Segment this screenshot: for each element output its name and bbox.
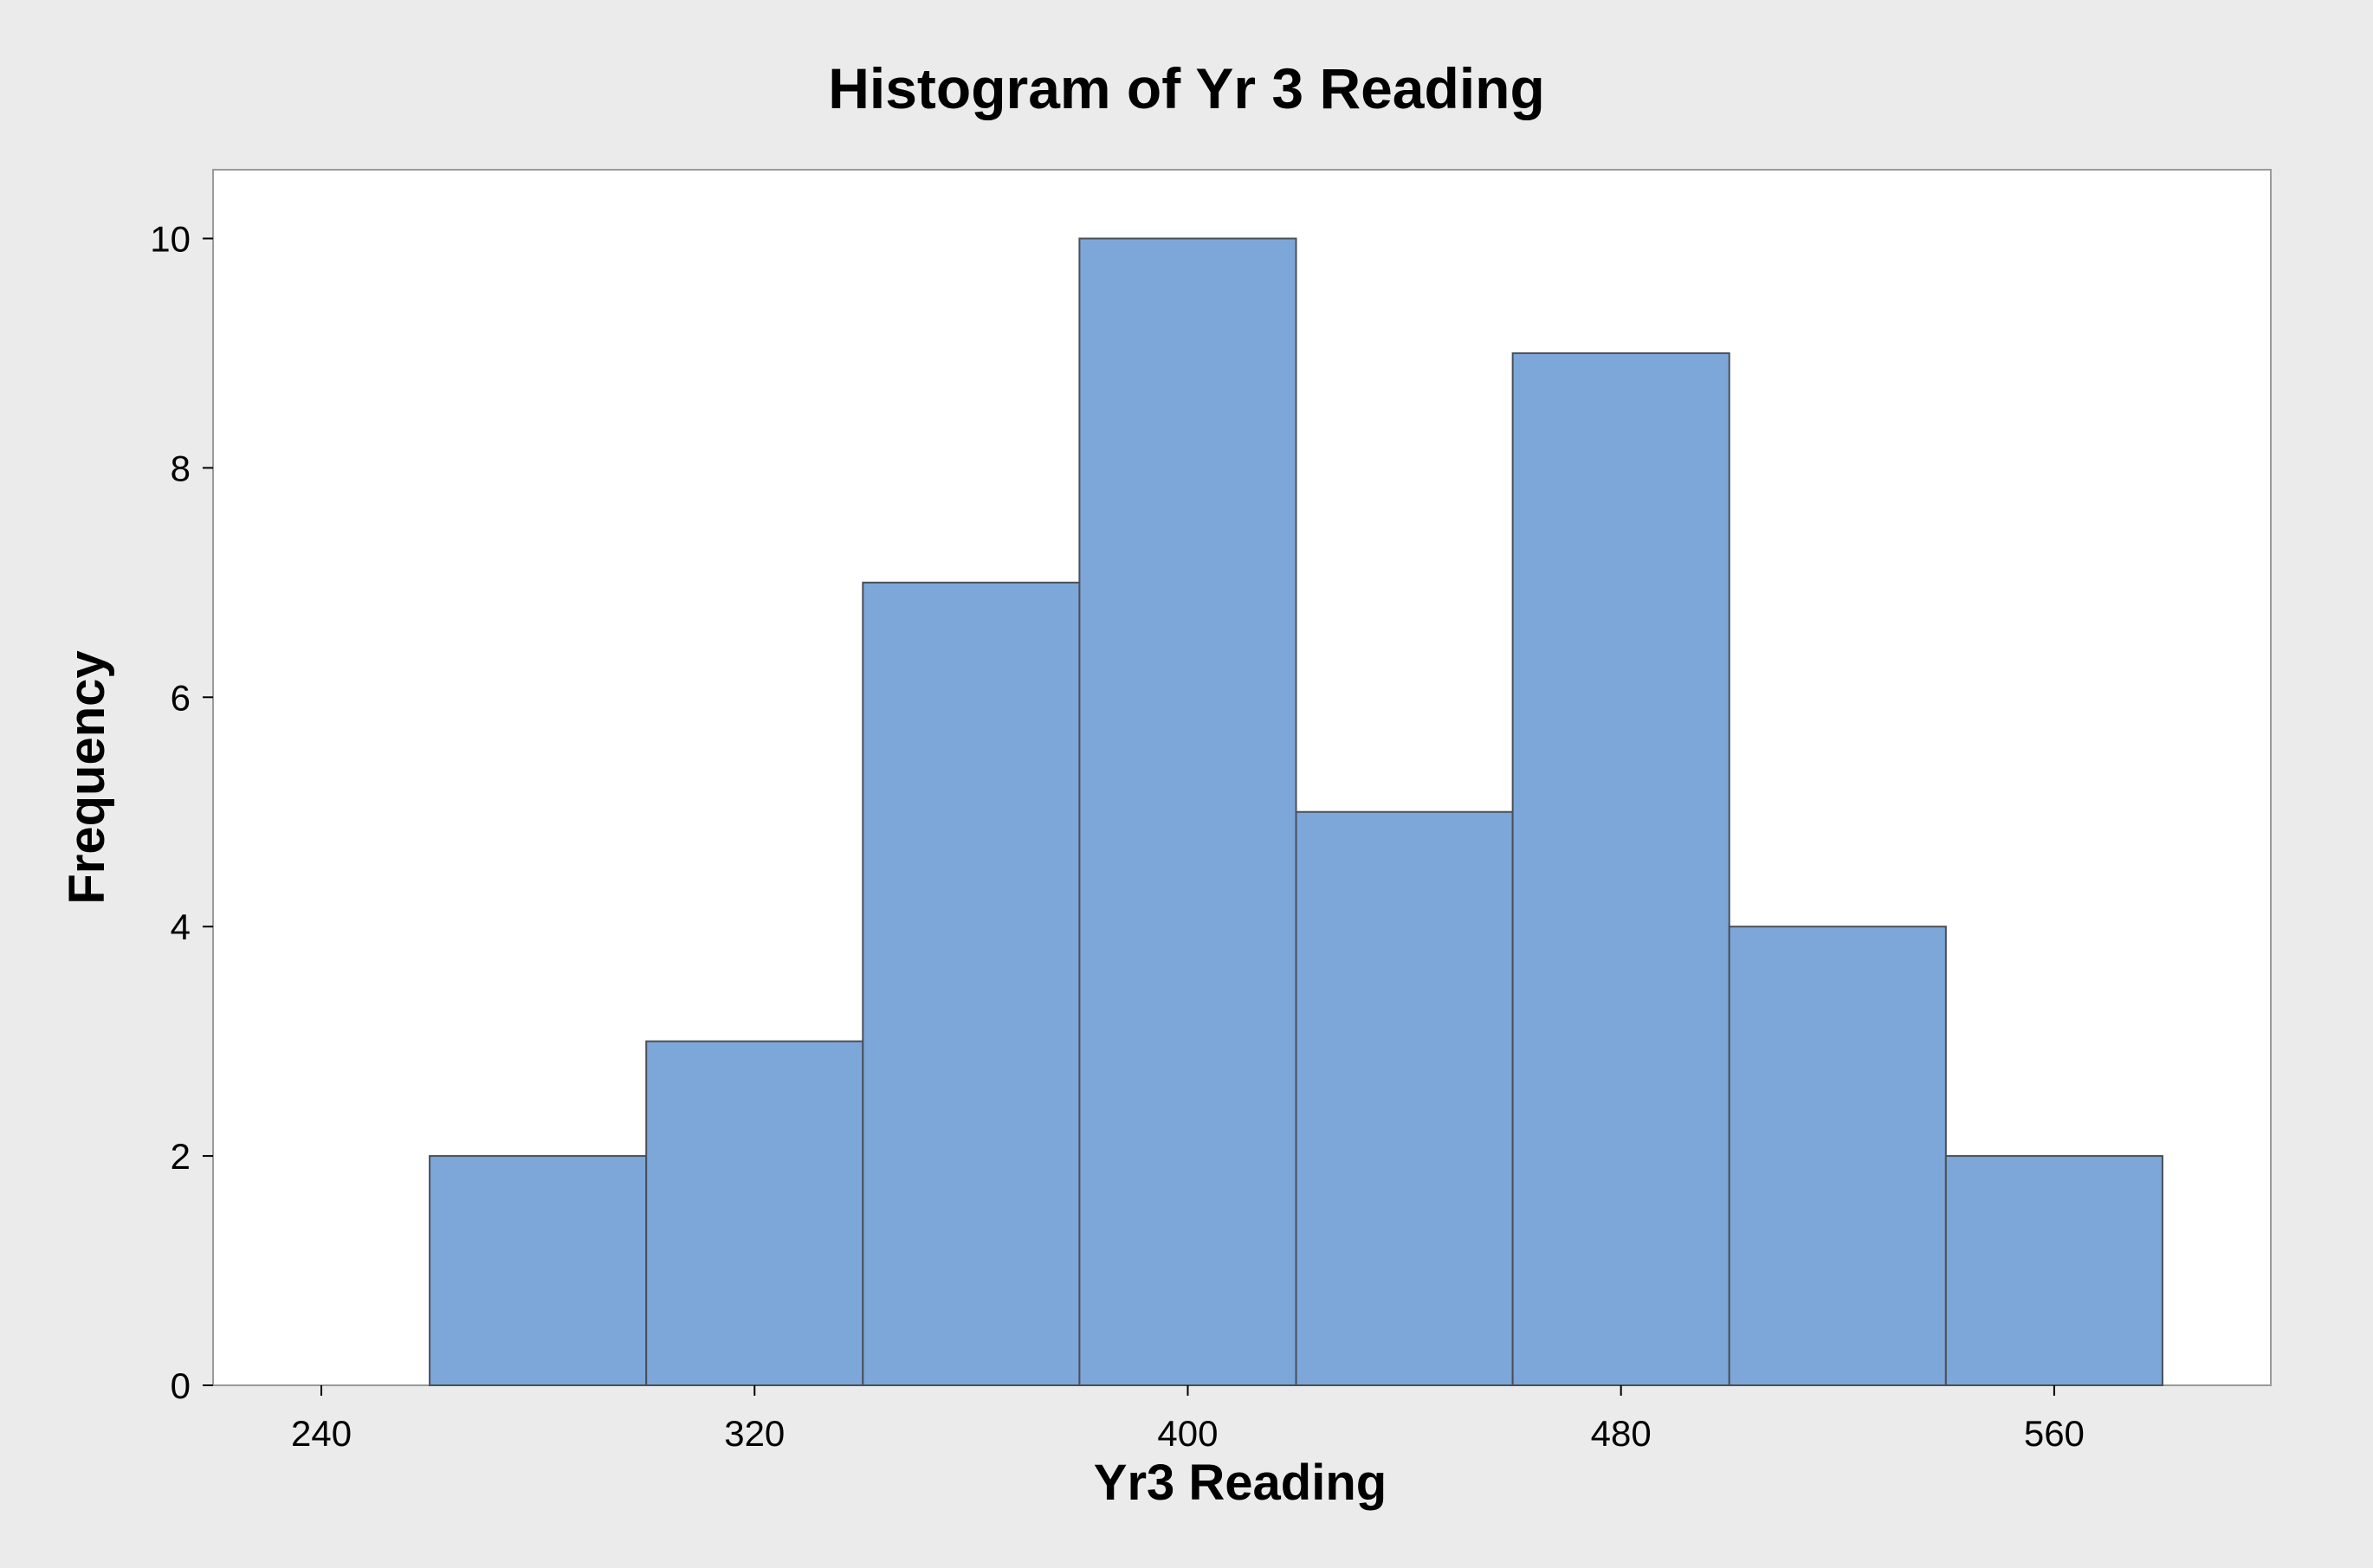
x-tick-label: 480 [1591, 1413, 1652, 1454]
y-tick-label: 0 [171, 1365, 191, 1406]
histogram-bar-2 [645, 1040, 864, 1386]
x-axis-title: Yr3 Reading [1094, 1455, 1387, 1511]
histogram-bar-1 [429, 1155, 648, 1387]
x-tick-label: 400 [1157, 1413, 1218, 1454]
y-tick-label: 4 [171, 907, 191, 947]
x-tick-label: 240 [291, 1413, 352, 1454]
histogram-bar-4 [1078, 237, 1297, 1387]
histogram-bar-6 [1511, 352, 1730, 1386]
x-tick-label: 320 [724, 1413, 785, 1454]
histogram-bar-3 [862, 581, 1081, 1386]
chart-title: Histogram of Yr 3 Reading [828, 56, 1545, 120]
y-axis: 0 2 4 6 8 10 [150, 218, 213, 1406]
x-axis: 240 320 400 480 560 [291, 1385, 2085, 1454]
y-tick-label: 10 [150, 218, 191, 259]
y-tick-label: 8 [171, 448, 191, 488]
histogram-bar-8 [1944, 1155, 2163, 1387]
x-tick-label: 560 [2024, 1413, 2085, 1454]
y-tick-label: 2 [171, 1136, 191, 1177]
histogram-bar-5 [1295, 810, 1514, 1386]
y-tick-label: 6 [171, 677, 191, 718]
y-axis-title: Frequency [59, 650, 115, 904]
histogram-bar-7 [1728, 926, 1947, 1387]
bars-group [429, 237, 2163, 1387]
